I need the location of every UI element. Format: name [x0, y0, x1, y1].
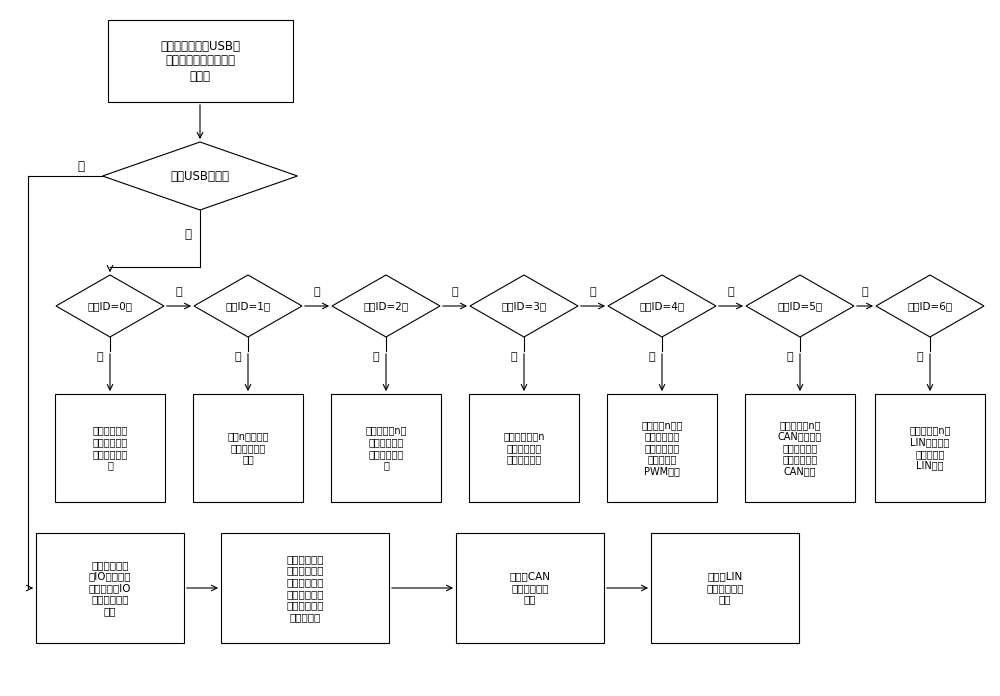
Text: 是: 是 — [184, 228, 192, 241]
Text: 否: 否 — [314, 287, 320, 297]
FancyBboxPatch shape — [875, 394, 985, 502]
Text: 将所选择的n号
数字输出端口
设置为预期状
态: 将所选择的n号 数字输出端口 设置为预期状 态 — [365, 425, 407, 470]
Text: 系统初始化，对USB接
口及各个信号通道进行
初始化: 系统初始化，对USB接 口及各个信号通道进行 初始化 — [160, 40, 240, 83]
Text: 设定n号数字输
入端口的采集
周期: 设定n号数字输 入端口的采集 周期 — [227, 432, 269, 465]
Text: 是: 是 — [511, 352, 517, 362]
Polygon shape — [332, 275, 440, 337]
Text: 报文ID=1？: 报文ID=1？ — [225, 301, 271, 311]
FancyBboxPatch shape — [108, 20, 292, 102]
Text: 使能所选择的n
号脉冲输入端
口的捕捉功能: 使能所选择的n 号脉冲输入端 口的捕捉功能 — [503, 432, 545, 465]
Text: 否: 否 — [176, 287, 182, 297]
Text: 报文ID=4？: 报文ID=4？ — [639, 301, 685, 311]
Polygon shape — [194, 275, 302, 337]
Text: 当数字输入端
口IO状态发生
变化时将其IO
状态发送到上
位机: 当数字输入端 口IO状态发生 变化时将其IO 状态发送到上 位机 — [89, 560, 131, 616]
Text: 否: 否 — [77, 159, 84, 173]
Text: 接收到LIN
帧，发送到上
位机: 接收到LIN 帧，发送到上 位机 — [706, 571, 744, 605]
FancyBboxPatch shape — [36, 533, 184, 643]
Text: 设置选择的n号
LIN接口波特
率，或发送
LIN报文: 设置选择的n号 LIN接口波特 率，或发送 LIN报文 — [909, 425, 951, 470]
Text: 否: 否 — [862, 287, 868, 297]
Text: 将选择的n号波
形输出端口以
设定的频率和
占空比输出
PWM波形: 将选择的n号波 形输出端口以 设定的频率和 占空比输出 PWM波形 — [641, 420, 683, 476]
Text: 是: 是 — [917, 352, 923, 362]
Text: 报文ID=0？: 报文ID=0？ — [88, 301, 132, 311]
Text: 否: 否 — [728, 287, 734, 297]
FancyBboxPatch shape — [745, 394, 855, 502]
FancyBboxPatch shape — [456, 533, 604, 643]
Text: 当脉冲输入端
口频率或占空
比发生变化时
将计算出的频
率和占空比发
送到上位机: 当脉冲输入端 口频率或占空 比发生变化时 将计算出的频 率和占空比发 送到上位机 — [286, 554, 324, 622]
Text: 是: 是 — [97, 352, 103, 362]
Text: 报文ID=6？: 报文ID=6？ — [907, 301, 953, 311]
FancyBboxPatch shape — [607, 394, 717, 502]
Polygon shape — [103, 142, 298, 210]
Polygon shape — [470, 275, 578, 337]
FancyBboxPatch shape — [193, 394, 303, 502]
Text: 是: 是 — [373, 352, 379, 362]
Text: 收到USB报文？: 收到USB报文？ — [170, 170, 230, 182]
Text: 报文ID=5？: 报文ID=5？ — [777, 301, 823, 311]
Text: 否: 否 — [452, 287, 458, 297]
Text: 是: 是 — [235, 352, 241, 362]
FancyBboxPatch shape — [331, 394, 441, 502]
FancyBboxPatch shape — [651, 533, 799, 643]
Polygon shape — [56, 275, 164, 337]
Text: 接收到CAN
帧，发送到上
位机: 接收到CAN 帧，发送到上 位机 — [510, 571, 550, 605]
FancyBboxPatch shape — [469, 394, 579, 502]
Polygon shape — [608, 275, 716, 337]
Text: 是: 是 — [649, 352, 655, 362]
Text: 是: 是 — [787, 352, 793, 362]
Text: 报文ID=2？: 报文ID=2？ — [363, 301, 409, 311]
Text: 根据命令打开
或关断被测试
单元的供电电
源: 根据命令打开 或关断被测试 单元的供电电 源 — [92, 425, 128, 470]
Text: 设置选择的n号
CAN接口波特
率及报文过滤
范围，或发送
CAN报文: 设置选择的n号 CAN接口波特 率及报文过滤 范围，或发送 CAN报文 — [778, 420, 822, 476]
FancyBboxPatch shape — [55, 394, 165, 502]
FancyBboxPatch shape — [221, 533, 389, 643]
Polygon shape — [746, 275, 854, 337]
Polygon shape — [876, 275, 984, 337]
Text: 报文ID=3？: 报文ID=3？ — [501, 301, 547, 311]
Text: 否: 否 — [590, 287, 596, 297]
